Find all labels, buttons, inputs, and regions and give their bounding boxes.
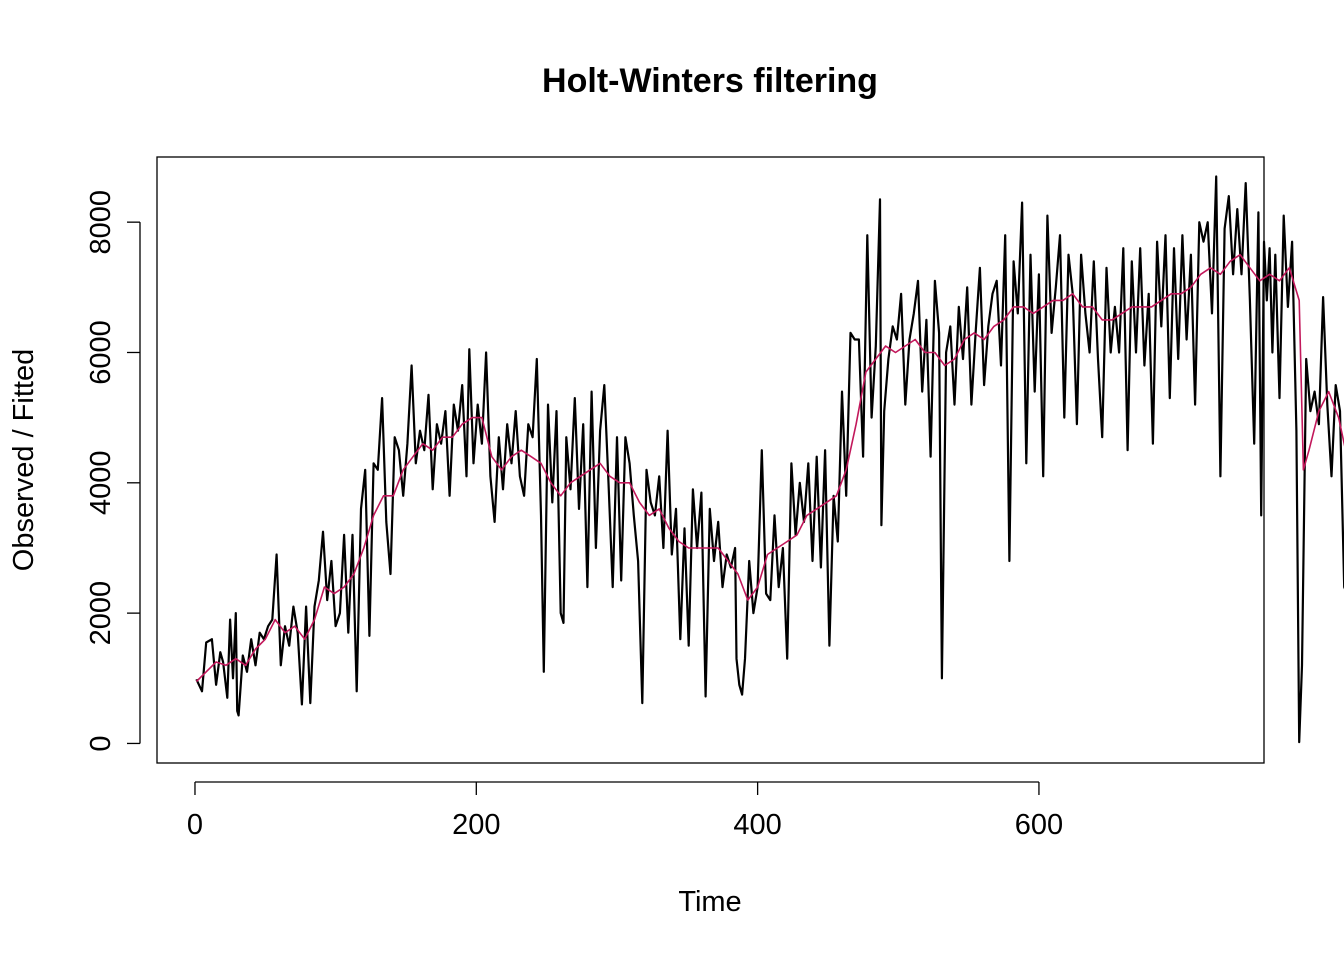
x-tick-label: 0: [187, 809, 203, 841]
x-axis-label: Time: [678, 886, 741, 918]
y-tick-label: 8000: [85, 190, 117, 255]
x-axis: 0 200 400 600: [187, 781, 1063, 841]
series-layer: [195, 175, 1344, 744]
y-axis-label: Observed / Fitted: [8, 349, 40, 571]
y-tick-label: 2000: [85, 581, 117, 646]
x-tick-label: 400: [733, 809, 781, 841]
y-tick-label: 4000: [85, 451, 117, 516]
chart-title: Holt-Winters filtering: [542, 62, 878, 100]
y-axis: 0 2000 4000 6000 8000: [85, 190, 141, 752]
x-tick-label: 600: [1015, 809, 1063, 841]
y-tick-label: 6000: [85, 320, 117, 385]
fitted-series-line: [195, 253, 1344, 683]
observed-series-line: [195, 175, 1344, 744]
plot-area-frame: [156, 156, 1265, 764]
y-tick-label: 0: [85, 735, 117, 751]
x-tick-label: 200: [452, 809, 500, 841]
